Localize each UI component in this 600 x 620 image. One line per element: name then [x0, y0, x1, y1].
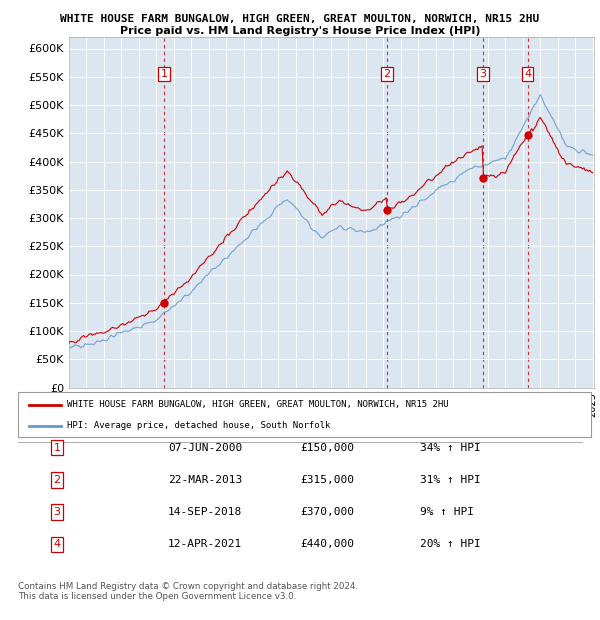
Text: £370,000: £370,000 [300, 507, 354, 517]
Text: 20% ↑ HPI: 20% ↑ HPI [420, 539, 481, 549]
Text: 14-SEP-2018: 14-SEP-2018 [168, 507, 242, 517]
Text: £150,000: £150,000 [300, 443, 354, 453]
Text: 2: 2 [53, 475, 61, 485]
Text: 1: 1 [160, 69, 167, 79]
Text: 4: 4 [53, 539, 61, 549]
Text: 22-MAR-2013: 22-MAR-2013 [168, 475, 242, 485]
Text: Price paid vs. HM Land Registry's House Price Index (HPI): Price paid vs. HM Land Registry's House … [120, 26, 480, 36]
Text: HPI: Average price, detached house, South Norfolk: HPI: Average price, detached house, Sout… [67, 422, 330, 430]
Text: 3: 3 [479, 69, 487, 79]
Text: £440,000: £440,000 [300, 539, 354, 549]
Text: £315,000: £315,000 [300, 475, 354, 485]
Text: 4: 4 [524, 69, 531, 79]
Text: 12-APR-2021: 12-APR-2021 [168, 539, 242, 549]
Text: 07-JUN-2000: 07-JUN-2000 [168, 443, 242, 453]
Text: 3: 3 [53, 507, 61, 517]
Text: 34% ↑ HPI: 34% ↑ HPI [420, 443, 481, 453]
Text: 9% ↑ HPI: 9% ↑ HPI [420, 507, 474, 517]
Text: WHITE HOUSE FARM BUNGALOW, HIGH GREEN, GREAT MOULTON, NORWICH, NR15 2HU: WHITE HOUSE FARM BUNGALOW, HIGH GREEN, G… [61, 14, 539, 24]
Text: WHITE HOUSE FARM BUNGALOW, HIGH GREEN, GREAT MOULTON, NORWICH, NR15 2HU: WHITE HOUSE FARM BUNGALOW, HIGH GREEN, G… [67, 401, 448, 409]
Text: Contains HM Land Registry data © Crown copyright and database right 2024.
This d: Contains HM Land Registry data © Crown c… [18, 582, 358, 601]
Text: 2: 2 [383, 69, 391, 79]
Text: 31% ↑ HPI: 31% ↑ HPI [420, 475, 481, 485]
Text: 1: 1 [53, 443, 61, 453]
